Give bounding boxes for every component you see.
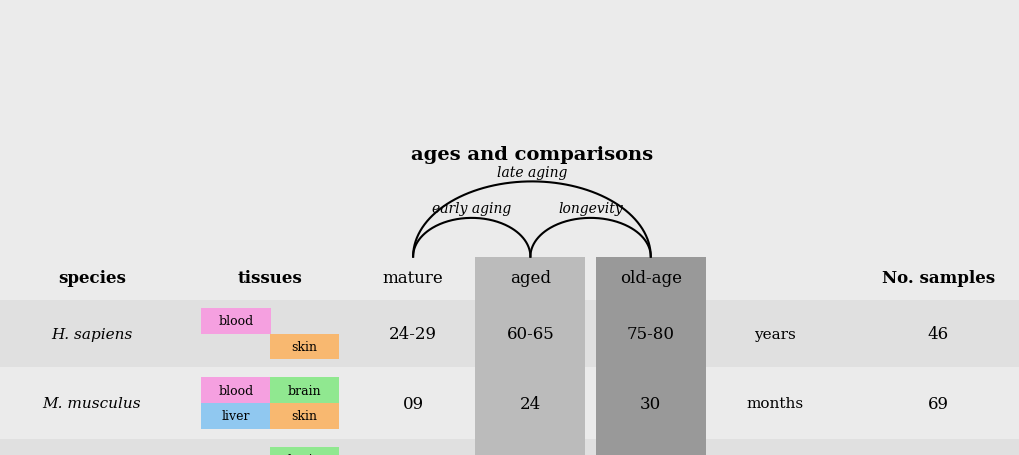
Text: 75-80: 75-80 (626, 325, 675, 343)
FancyBboxPatch shape (0, 300, 1019, 368)
Text: skin: skin (291, 410, 317, 422)
Text: 69: 69 (927, 394, 948, 412)
FancyBboxPatch shape (595, 257, 705, 455)
Text: ages and comparisons: ages and comparisons (411, 146, 652, 163)
Text: early aging: early aging (432, 202, 511, 216)
Text: blood: blood (218, 315, 254, 328)
FancyBboxPatch shape (269, 447, 338, 455)
FancyBboxPatch shape (202, 403, 271, 429)
Text: 46: 46 (927, 325, 948, 343)
FancyBboxPatch shape (269, 403, 338, 429)
Text: 09: 09 (403, 394, 423, 412)
Text: M. musculus: M. musculus (43, 396, 141, 410)
Text: brain: brain (287, 453, 321, 455)
FancyBboxPatch shape (0, 257, 1019, 298)
Text: No. samples: No. samples (881, 269, 994, 286)
Text: tissues: tissues (237, 269, 303, 286)
Text: 24-29: 24-29 (388, 325, 437, 343)
Text: species: species (58, 269, 125, 286)
Text: months: months (746, 396, 803, 410)
Text: longevity: longevity (557, 202, 623, 216)
FancyBboxPatch shape (202, 308, 271, 334)
FancyBboxPatch shape (0, 439, 1019, 455)
Text: mature: mature (382, 269, 443, 286)
Text: 30: 30 (640, 394, 660, 412)
FancyBboxPatch shape (0, 369, 1019, 437)
Text: years: years (754, 327, 795, 341)
FancyBboxPatch shape (202, 378, 271, 403)
Text: old-age: old-age (620, 269, 681, 286)
Text: aged: aged (510, 269, 550, 286)
FancyBboxPatch shape (475, 257, 585, 455)
Text: late aging: late aging (496, 165, 567, 179)
FancyBboxPatch shape (269, 378, 338, 403)
Text: liver: liver (222, 410, 250, 422)
Text: 60-65: 60-65 (506, 325, 553, 343)
Text: blood: blood (218, 384, 254, 397)
Text: H. sapiens: H. sapiens (51, 327, 132, 341)
Text: 24: 24 (520, 394, 540, 412)
Text: brain: brain (287, 384, 321, 397)
Text: skin: skin (291, 340, 317, 353)
FancyBboxPatch shape (269, 334, 338, 359)
